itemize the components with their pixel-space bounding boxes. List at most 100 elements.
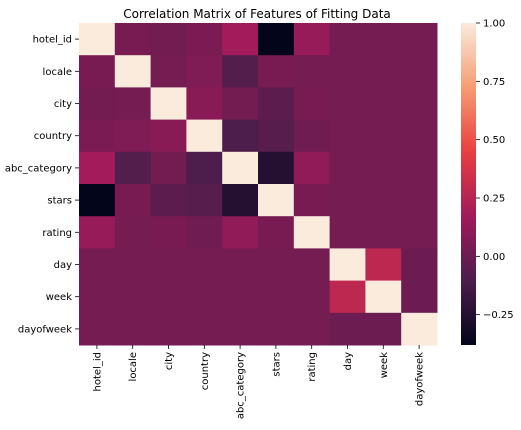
heatmap-cell-locale-stars xyxy=(258,55,295,88)
heatmap-cell-city-dayofweek xyxy=(401,87,438,121)
heatmap-cell-dayofweek-day xyxy=(329,312,366,346)
heatmap-cell-locale-hotel_id xyxy=(79,55,116,88)
column-tick-labels: hotel_id locale city country abc_category sta… xyxy=(92,345,426,419)
heatmap-cell-dayofweek-city xyxy=(150,312,187,346)
heatmap-cell-abc_category-dayofweek xyxy=(401,151,438,185)
heatmap-cell-dayofweek-hotel_id xyxy=(79,312,116,346)
heatmap-cell-dayofweek-abc_category xyxy=(222,312,259,346)
heatmap-cell-city-week xyxy=(365,87,402,121)
heatmap-cell-day-rating xyxy=(293,248,331,282)
heatmap-cell-country-week xyxy=(365,119,402,153)
heatmap-cell-week-hotel_id xyxy=(79,280,116,314)
heatmap-cell-city-abc_category xyxy=(222,87,259,121)
heatmap-cell-locale-rating xyxy=(293,55,331,88)
row-tick-label: dayofweek xyxy=(18,324,72,335)
heatmap-cell-week-country xyxy=(186,280,223,314)
heatmap-cell-dayofweek-stars xyxy=(258,312,295,346)
heatmap-cell-stars-dayofweek xyxy=(401,184,438,217)
heatmap-cells xyxy=(79,23,438,346)
heatmap-cell-country-abc_category xyxy=(222,119,259,153)
heatmap-cell-locale-country xyxy=(186,55,223,88)
heatmap-cell-locale-locale xyxy=(114,55,152,88)
heatmap-cell-hotel_id-country xyxy=(186,23,223,56)
column-tick-label: stars xyxy=(271,352,282,377)
heatmap-cell-locale-dayofweek xyxy=(401,55,438,88)
heatmap-cell-country-country xyxy=(186,119,223,153)
heatmap-cell-rating-locale xyxy=(114,216,152,249)
colorbar-tick-label: 0.00 xyxy=(483,252,505,263)
heatmap-cell-abc_category-rating xyxy=(293,151,331,185)
heatmap-cell-abc_category-abc_category xyxy=(222,151,259,185)
heatmap-cell-rating-day xyxy=(329,216,366,249)
heatmap-cell-locale-day xyxy=(329,55,366,88)
heatmap-cell-rating-city xyxy=(150,216,187,249)
row-tick-label: week xyxy=(46,292,72,303)
heatmap-cell-abc_category-city xyxy=(150,151,187,185)
colorbar-tick-label: 0.25 xyxy=(483,194,505,205)
row-tick-label: country xyxy=(34,131,72,142)
heatmap-cell-country-hotel_id xyxy=(79,119,116,153)
heatmap-cell-hotel_id-day xyxy=(329,23,366,56)
heatmap-cell-hotel_id-hotel_id xyxy=(79,23,116,56)
heatmap-cell-stars-locale xyxy=(114,184,152,217)
heatmap-cell-hotel_id-rating xyxy=(293,23,331,56)
heatmap-cell-rating-hotel_id xyxy=(79,216,116,249)
row-tick-label: hotel_id xyxy=(33,35,72,46)
heatmap-cell-week-city xyxy=(150,280,187,314)
heatmap-cell-day-hotel_id xyxy=(79,248,116,282)
heatmap-cell-day-abc_category xyxy=(222,248,259,282)
heatmap-cell-city-locale xyxy=(114,87,152,121)
column-tick-label: abc_category xyxy=(236,352,247,419)
heatmap-cell-week-rating xyxy=(293,280,331,314)
heatmap-cell-rating-dayofweek xyxy=(401,216,438,249)
heatmap-cell-week-dayofweek xyxy=(401,280,438,314)
heatmap-cell-week-week xyxy=(365,280,402,314)
heatmap-cell-rating-country xyxy=(186,216,223,249)
heatmap-cell-stars-city xyxy=(150,184,187,217)
heatmap-cell-hotel_id-week xyxy=(365,23,402,56)
colorbar: −0.25 0.00 0.25 0.50 0.75 1.00 xyxy=(461,19,514,345)
column-tick-label: week xyxy=(379,352,390,378)
heatmap-cell-week-abc_category xyxy=(222,280,259,314)
heatmap-cell-city-day xyxy=(329,87,366,121)
heatmap-cell-dayofweek-country xyxy=(186,312,223,346)
row-tick-label: abc_category xyxy=(5,163,72,174)
heatmap-cell-stars-week xyxy=(365,184,402,217)
heatmap-cell-abc_category-hotel_id xyxy=(79,151,116,185)
heatmap-cell-week-stars xyxy=(258,280,295,314)
heatmap-cell-stars-day xyxy=(329,184,366,217)
heatmap-cell-country-dayofweek xyxy=(401,119,438,153)
heatmap-cell-hotel_id-city xyxy=(150,23,187,56)
heatmap-cell-rating-week xyxy=(365,216,402,249)
heatmap-cell-rating-abc_category xyxy=(222,216,259,249)
column-tick-label: hotel_id xyxy=(92,352,103,391)
heatmap-cell-rating-rating xyxy=(293,216,331,249)
heatmap-cell-rating-stars xyxy=(258,216,295,249)
row-tick-label: day xyxy=(54,260,72,271)
heatmap-cell-week-day xyxy=(329,280,366,314)
column-tick-label: rating xyxy=(307,352,318,382)
column-tick-label: country xyxy=(200,352,211,390)
column-tick-label: day xyxy=(343,352,354,370)
colorbar-tick-label: 1.00 xyxy=(483,19,505,30)
heatmap-cell-abc_category-country xyxy=(186,151,223,185)
heatmap-cell-stars-abc_category xyxy=(222,184,259,217)
chart-title: Correlation Matrix of Features of Fittin… xyxy=(123,7,391,21)
row-tick-label: locale xyxy=(43,67,72,78)
row-tick-label: stars xyxy=(47,196,72,207)
heatmap-cell-locale-abc_category xyxy=(222,55,259,88)
heatmap-cell-day-day xyxy=(329,248,366,282)
colorbar-tick-label: 0.50 xyxy=(483,135,505,146)
colorbar-tick-label: −0.25 xyxy=(483,310,514,321)
heatmap-cell-day-stars xyxy=(258,248,295,282)
heatmap-cell-day-country xyxy=(186,248,223,282)
heatmap-cell-dayofweek-locale xyxy=(114,312,152,346)
heatmap-cell-stars-country xyxy=(186,184,223,217)
column-tick-label: city xyxy=(164,352,175,370)
colorbar-tick-label: 0.75 xyxy=(483,77,505,88)
heatmap-cell-stars-hotel_id xyxy=(79,184,116,217)
heatmap-cell-city-stars xyxy=(258,87,295,121)
heatmap-cell-hotel_id-stars xyxy=(258,23,295,56)
heatmap-cell-locale-city xyxy=(150,55,187,88)
heatmap-cell-city-city xyxy=(150,87,187,121)
